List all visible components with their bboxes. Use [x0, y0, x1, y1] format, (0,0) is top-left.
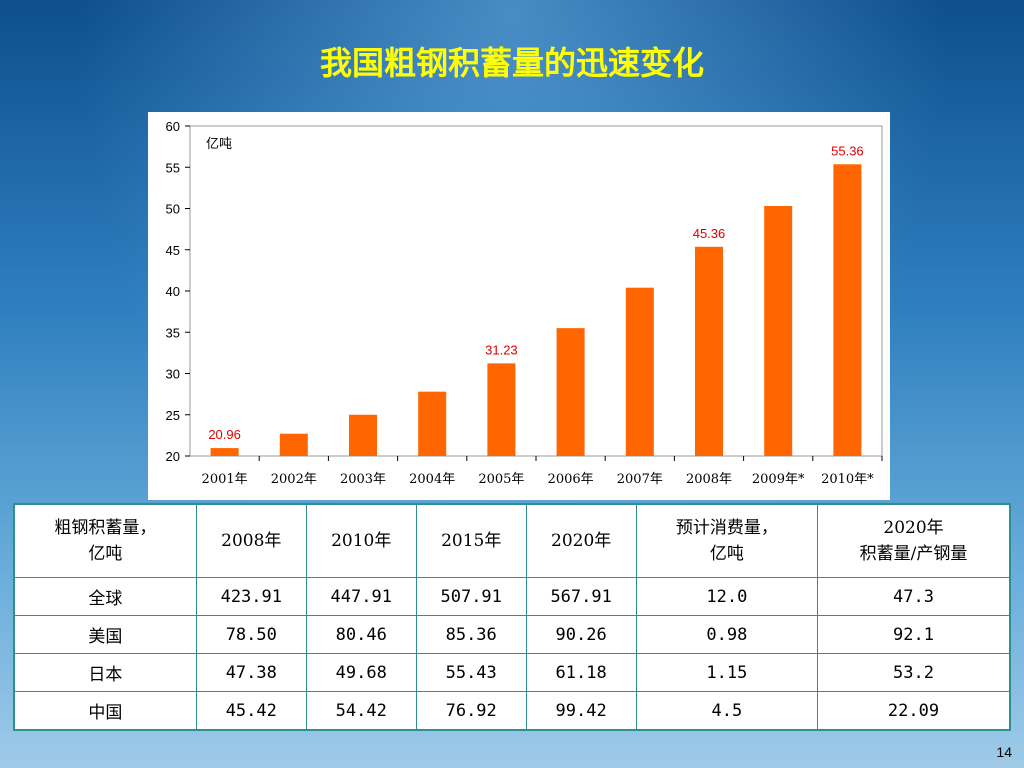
table-cell: 55.43 [415, 653, 527, 692]
page-number: 14 [996, 744, 1012, 760]
table-cell: 1.15 [635, 653, 819, 692]
table-cell: 53.2 [817, 653, 1011, 692]
y-tick-label: 30 [166, 367, 180, 382]
bar [418, 391, 447, 456]
y-tick-label: 45 [166, 243, 180, 258]
table-cell: 0.98 [635, 615, 819, 654]
y-tick-label: 60 [166, 119, 180, 134]
row-header-cell: 美国 [13, 615, 197, 654]
x-category-label: 2003年 [340, 472, 386, 487]
table-cell: 507.91 [415, 577, 527, 616]
bar [349, 414, 377, 456]
bar-data-label: 45.36 [693, 226, 726, 241]
bar [625, 287, 654, 456]
bar [210, 448, 239, 456]
table-header-cell: 粗钢积蓄量， 亿吨 [13, 503, 197, 578]
steel-stock-table: 粗钢积蓄量， 亿吨 2008年 2010年 2015年 2020年 预计消费量， 亿吨 2020… [13, 503, 1011, 731]
y-tick-label: 40 [166, 284, 180, 299]
bar-data-label: 20.96 [208, 427, 241, 442]
table-cell: 49.68 [305, 653, 417, 692]
bar [764, 206, 793, 456]
table-cell: 76.92 [415, 691, 527, 731]
table-cell: 447.91 [305, 577, 417, 616]
bar [695, 246, 723, 456]
table-cell: 85.36 [415, 615, 527, 654]
bar-chart-svg: 20 25 30 35 40 45 50 55 60 亿吨 20.96 2001年 2002年 2003年… [166, 119, 883, 487]
table-header-cell: 2010年 [305, 503, 417, 578]
y-tick-label: 55 [166, 160, 180, 175]
row-header-cell: 全球 [13, 577, 197, 616]
table-cell: 4.5 [635, 691, 819, 731]
table-cell: 12.0 [635, 577, 819, 616]
y-tick-label: 50 [166, 202, 180, 217]
y-tick-label: 35 [166, 325, 180, 340]
table-header-cell: 2020年 [525, 503, 637, 578]
table-cell: 47.38 [195, 653, 307, 692]
x-category-label: 2007年 [617, 472, 663, 487]
table-cell: 90.26 [525, 615, 637, 654]
table-header-cell: 预计消费量， 亿吨 [635, 503, 819, 578]
table-row: 美国 78.50 80.46 85.36 90.26 0.98 92.1 [13, 615, 1011, 654]
bar-data-label: 55.36 [831, 143, 864, 158]
table-cell: 61.18 [525, 653, 637, 692]
table-cell: 92.1 [817, 615, 1011, 654]
x-category-label: 2006年 [548, 472, 594, 487]
x-category-label: 2009年* [752, 472, 805, 487]
table-row: 日本 47.38 49.68 55.43 61.18 1.15 53.2 [13, 653, 1011, 692]
bar [279, 433, 308, 456]
table-header-row: 粗钢积蓄量， 亿吨 2008年 2010年 2015年 2020年 预计消费量， 亿吨 2020… [13, 503, 1011, 578]
slide-title: 我国粗钢积蓄量的迅速变化 [319, 44, 704, 82]
table-header-cell: 2020年 积蓄量/产钢量 [817, 503, 1011, 578]
x-category-label: 2001年 [202, 472, 248, 487]
table-cell: 99.42 [525, 691, 637, 731]
table-cell: 22.09 [817, 691, 1011, 731]
row-header-cell: 日本 [13, 653, 197, 692]
x-category-label: 2005年 [478, 472, 524, 487]
table-row: 全球 423.91 447.91 507.91 567.91 12.0 47.3 [13, 577, 1011, 616]
y-tick-label: 20 [166, 449, 180, 464]
y-unit-label: 亿吨 [206, 137, 232, 152]
table-cell: 423.91 [195, 577, 307, 616]
x-category-label: 2002年 [271, 472, 317, 487]
bar [833, 164, 862, 456]
table-row: 中国 45.42 54.42 76.92 99.42 4.5 22.09 [13, 691, 1011, 731]
x-category-label: 2008年 [686, 472, 732, 487]
table-header-cell: 2015年 [415, 503, 527, 578]
bar-data-label: 31.23 [485, 342, 518, 357]
bar [487, 363, 516, 456]
bar [556, 328, 585, 456]
table-cell: 54.42 [305, 691, 417, 731]
y-tick-label: 25 [166, 408, 180, 423]
table-cell: 567.91 [525, 577, 637, 616]
table-cell: 47.3 [817, 577, 1011, 616]
table-cell: 45.42 [195, 691, 307, 731]
table-cell: 78.50 [195, 615, 307, 654]
table-header-cell: 2008年 [195, 503, 307, 578]
table-cell: 80.46 [305, 615, 417, 654]
x-category-label: 2010年* [821, 472, 874, 487]
bar-chart: 20 25 30 35 40 45 50 55 60 亿吨 20.96 2001年 2002年 2003年… [148, 112, 890, 500]
row-header-cell: 中国 [13, 691, 197, 731]
x-category-label: 2004年 [409, 472, 455, 487]
